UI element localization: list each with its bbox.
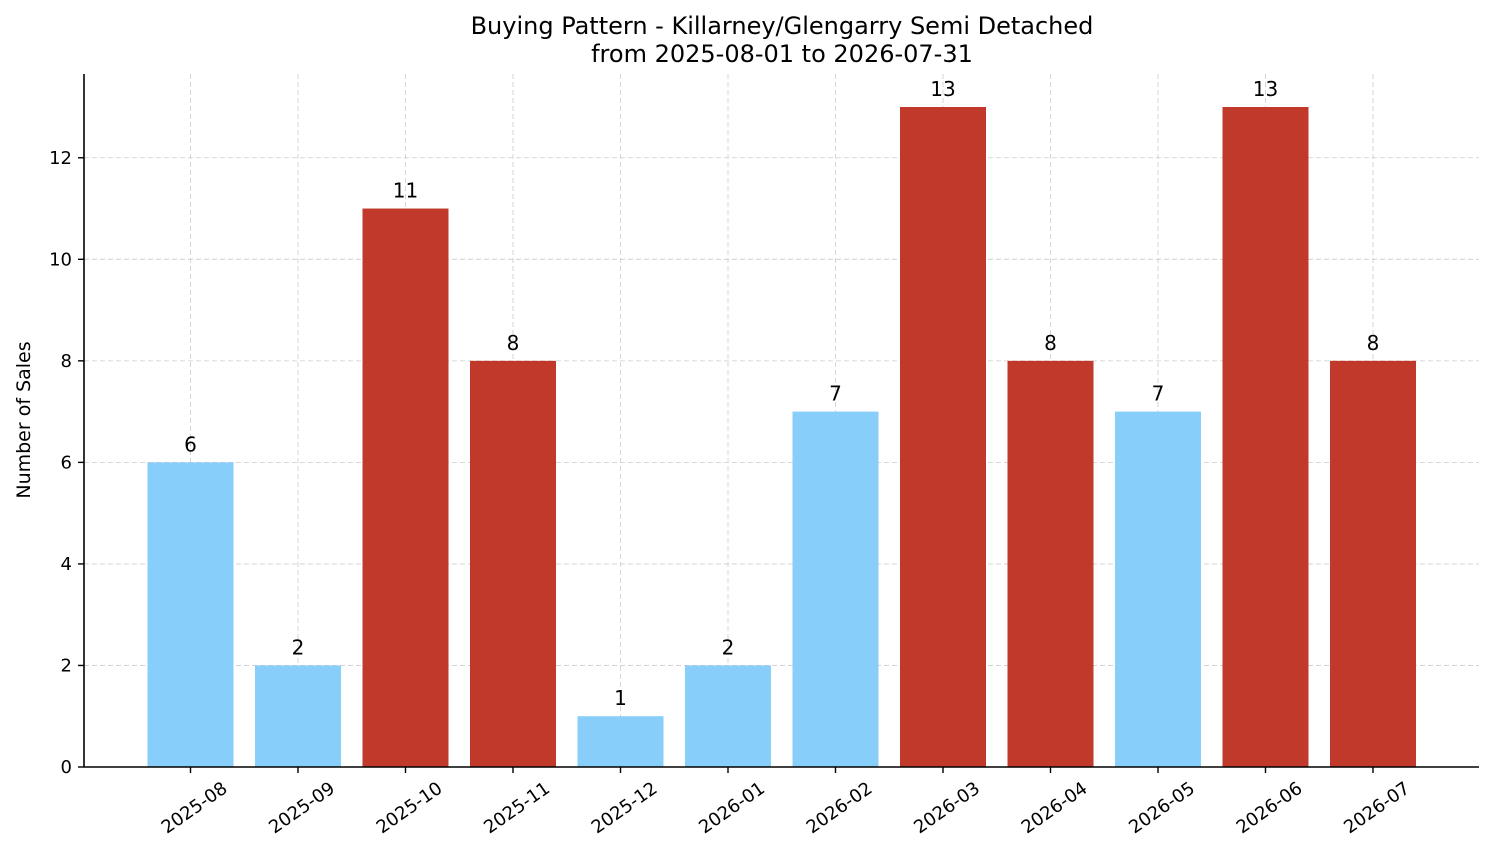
y-tick-label-2: 2 bbox=[61, 655, 72, 676]
bar-2026-03 bbox=[900, 107, 986, 767]
x-tick-label-2026-04: 2026-04 bbox=[1018, 778, 1092, 838]
data-label-2025-09: 2 bbox=[292, 635, 305, 659]
x-tick-label-2026-05: 2026-05 bbox=[1125, 778, 1199, 838]
data-label-2025-12: 1 bbox=[614, 686, 627, 710]
bar-2026-01 bbox=[685, 665, 771, 767]
data-label-2026-02: 7 bbox=[829, 382, 842, 406]
y-tick-label-12: 12 bbox=[49, 148, 72, 169]
chart-subtitle: from 2025-08-01 to 2026-07-31 bbox=[591, 40, 973, 68]
x-tick-label-2026-02: 2026-02 bbox=[803, 778, 877, 838]
x-tick-label-2025-10: 2025-10 bbox=[373, 778, 447, 838]
bar-2026-07 bbox=[1330, 360, 1416, 767]
bar-2025-12 bbox=[577, 716, 664, 767]
bar-2025-11 bbox=[470, 360, 556, 767]
data-labels: 6 2 11 8 1 2 7 13 8 7 13 8 bbox=[184, 77, 1379, 710]
data-label-2025-10: 11 bbox=[393, 179, 418, 203]
x-tick-label-2025-11: 2025-11 bbox=[480, 778, 554, 838]
x-tick-label-2025-09: 2025-09 bbox=[265, 778, 339, 838]
x-tick-label-2026-06: 2026-06 bbox=[1233, 778, 1307, 838]
bar-2025-08 bbox=[147, 462, 234, 767]
bar-2025-09 bbox=[255, 665, 341, 767]
bar-2026-04 bbox=[1007, 360, 1094, 767]
y-tick-label-0: 0 bbox=[61, 757, 72, 778]
data-label-2026-03: 13 bbox=[930, 77, 955, 101]
y-tick-label-6: 6 bbox=[61, 452, 72, 473]
y-axis-label: Number of Sales bbox=[13, 341, 35, 498]
bar-2026-02 bbox=[792, 411, 879, 767]
bar-2026-05 bbox=[1115, 411, 1201, 767]
x-tick-label-2026-03: 2026-03 bbox=[910, 778, 984, 838]
bars bbox=[147, 107, 1416, 768]
x-tick-label-2026-07: 2026-07 bbox=[1340, 778, 1414, 838]
data-label-2026-04: 8 bbox=[1044, 331, 1057, 355]
chart-title: Buying Pattern - Killarney/Glengarry Sem… bbox=[471, 12, 1094, 40]
x-tick-labels: 2025-08 2025-09 2025-10 2025-11 2025-12 2026-… bbox=[158, 778, 1414, 838]
y-tick-label-4: 4 bbox=[61, 554, 72, 575]
data-label-2026-07: 8 bbox=[1367, 331, 1380, 355]
data-label-2025-11: 8 bbox=[507, 331, 520, 355]
bar-2026-06 bbox=[1222, 107, 1309, 767]
data-label-2025-08: 6 bbox=[184, 432, 197, 456]
y-tick-label-8: 8 bbox=[61, 351, 72, 372]
bar-2025-10 bbox=[362, 208, 449, 768]
data-label-2026-01: 2 bbox=[722, 635, 735, 659]
x-tick-label-2025-12: 2025-12 bbox=[588, 778, 662, 838]
data-label-2026-06: 13 bbox=[1253, 77, 1278, 101]
data-label-2026-05: 7 bbox=[1152, 382, 1165, 406]
y-tick-label-10: 10 bbox=[49, 249, 72, 270]
axes bbox=[78, 74, 1479, 773]
x-tick-label-2026-01: 2026-01 bbox=[695, 778, 769, 838]
x-tick-label-2025-08: 2025-08 bbox=[158, 778, 232, 838]
y-tick-labels: 0 2 4 6 8 10 12 bbox=[49, 148, 72, 778]
